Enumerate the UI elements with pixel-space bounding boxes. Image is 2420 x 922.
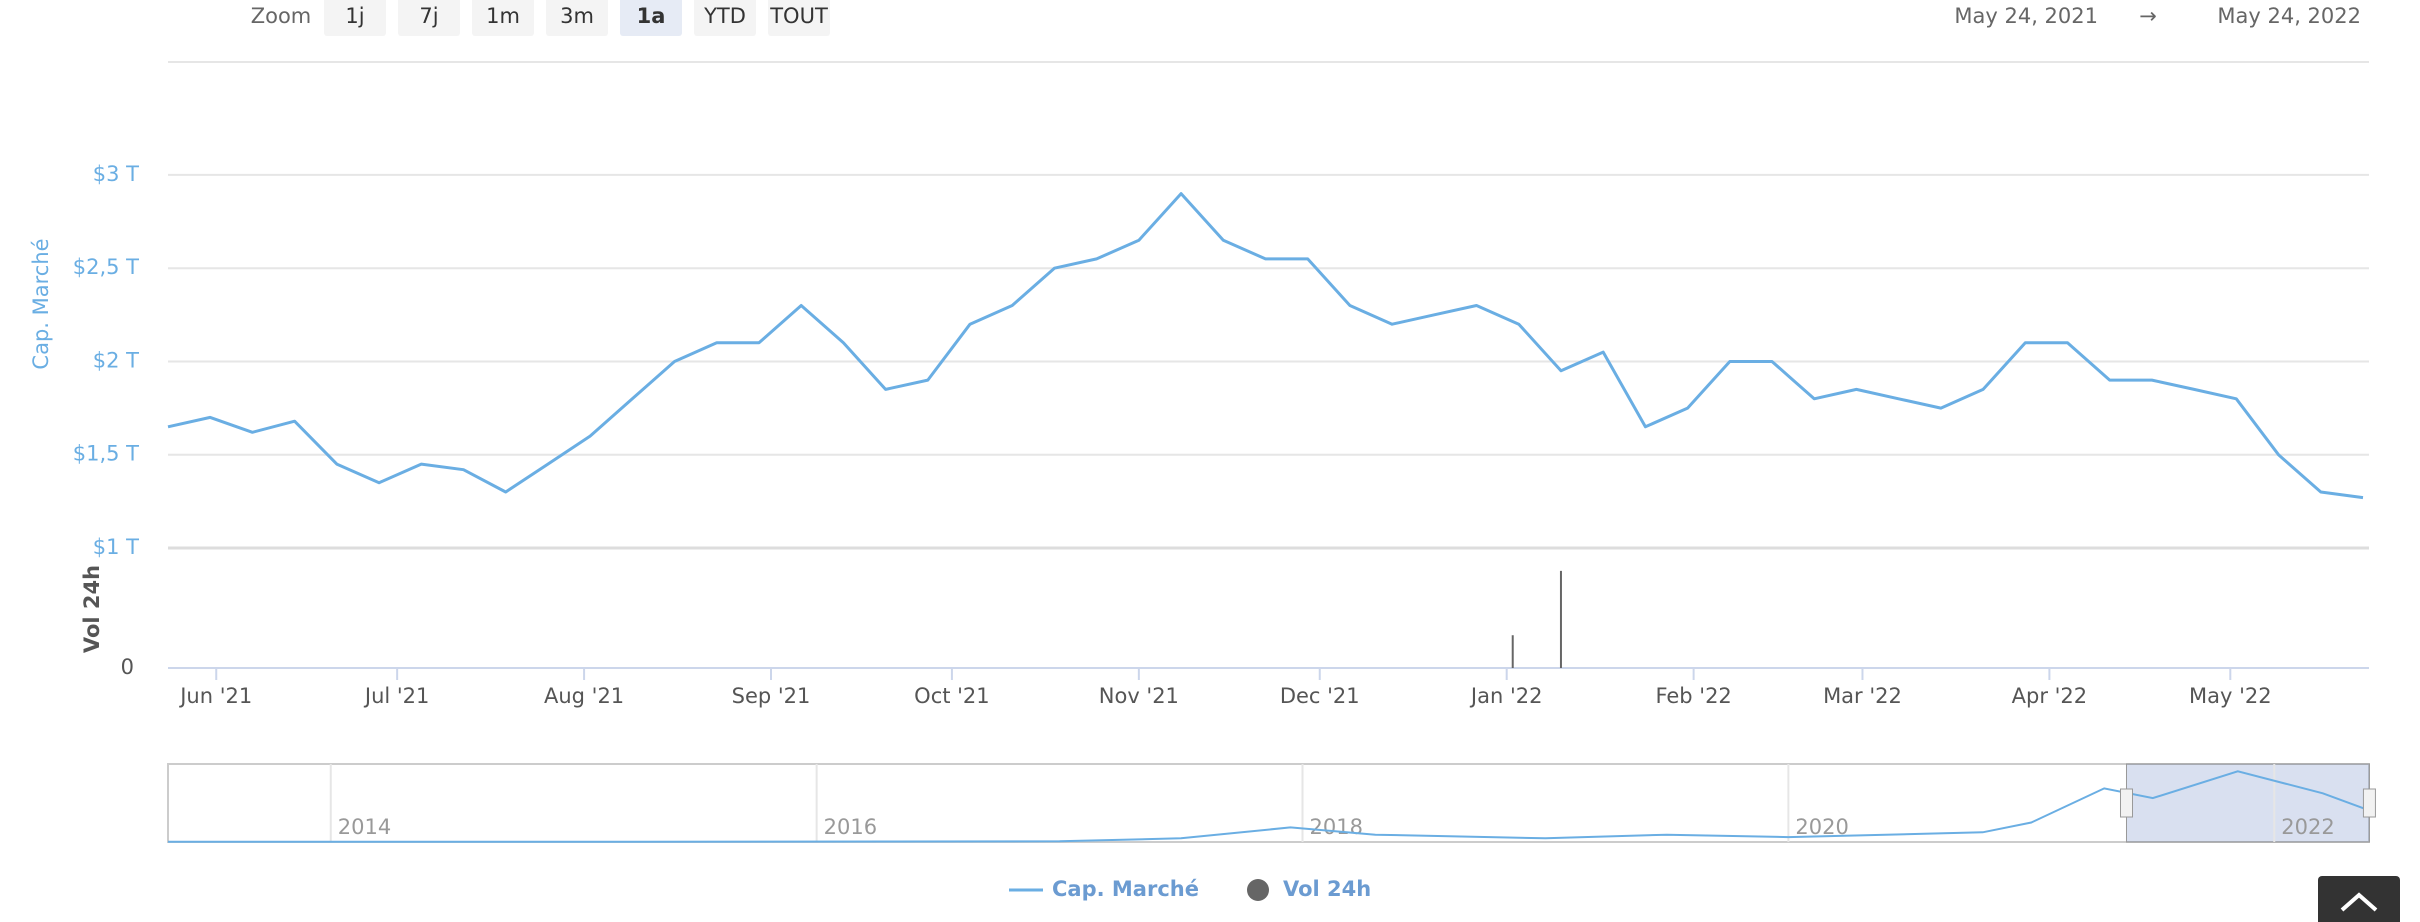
zoom-button[interactable] (620, 0, 682, 36)
navigator-tick-label: 2016 (824, 815, 877, 839)
zoom-button-label[interactable]: 1j (345, 4, 364, 28)
x-tick-label: Nov '21 (1099, 684, 1179, 708)
market-cap-line (167, 192, 2364, 500)
scroll-top-button[interactable] (2318, 876, 2400, 922)
legend-label[interactable]: Cap. Marché (1052, 877, 1199, 901)
x-tick-label: Mar '22 (1823, 684, 1902, 708)
y2-tick-label: 0 (121, 655, 134, 679)
navigator-tick-label: 2022 (2281, 815, 2334, 839)
x-tick-label: Jul '21 (363, 684, 430, 708)
x-tick-label: Sep '21 (732, 684, 811, 708)
zoom-button[interactable] (694, 0, 756, 36)
zoom-button[interactable] (324, 0, 386, 36)
zoom-button-label[interactable]: 3m (560, 4, 594, 28)
zoom-button-label[interactable]: YTD (703, 4, 746, 28)
chevron-icon (2340, 892, 2378, 912)
zoom-button-label[interactable]: 1a (637, 4, 666, 28)
y-tick-label: $2 T (93, 348, 139, 372)
x-tick-label: May '22 (2189, 684, 2272, 708)
x-tick-label: Oct '21 (914, 684, 989, 708)
navigator-handle[interactable] (2362, 788, 2376, 818)
y-tick-label: $2,5 T (73, 255, 139, 279)
x-tick-label: Jun '21 (178, 684, 252, 708)
y-axis-title: Cap. Marché (29, 238, 53, 369)
zoom-button[interactable] (768, 0, 830, 36)
y-tick-label: $1 T (93, 535, 139, 559)
legend-label[interactable]: Vol 24h (1283, 877, 1371, 901)
zoom-button-label[interactable]: 1m (486, 4, 520, 28)
x-tick-label: Dec '21 (1280, 684, 1360, 708)
date-from: May 24, 2021 (1954, 4, 2098, 28)
zoom-button-label[interactable]: TOUT (769, 4, 828, 28)
date-arrow: → (2139, 4, 2157, 28)
navigator-selection (2125, 763, 2370, 843)
navigator-line (168, 770, 2370, 843)
legend-swatch (1247, 879, 1269, 901)
x-tick-label: Aug '21 (544, 684, 624, 708)
navigator-tick-label: 2018 (1310, 815, 1363, 839)
navigator-handle[interactable] (2119, 788, 2133, 818)
zoom-button[interactable] (546, 0, 608, 36)
zoom-button[interactable] (472, 0, 534, 36)
navigator-tick-label: 2014 (338, 815, 391, 839)
x-tick-label: Apr '22 (2012, 684, 2088, 708)
x-tick-label: Jan '22 (1469, 684, 1543, 708)
zoom-button-label[interactable]: 7j (419, 4, 438, 28)
date-to: May 24, 2022 (2217, 4, 2361, 28)
y-tick-label: $1,5 T (73, 442, 139, 466)
zoom-label: Zoom (251, 4, 312, 28)
y2-axis-title: Vol 24h (80, 565, 104, 653)
y-tick-label: $3 T (93, 162, 139, 186)
zoom-button[interactable] (398, 0, 460, 36)
x-tick-label: Feb '22 (1655, 684, 1731, 708)
